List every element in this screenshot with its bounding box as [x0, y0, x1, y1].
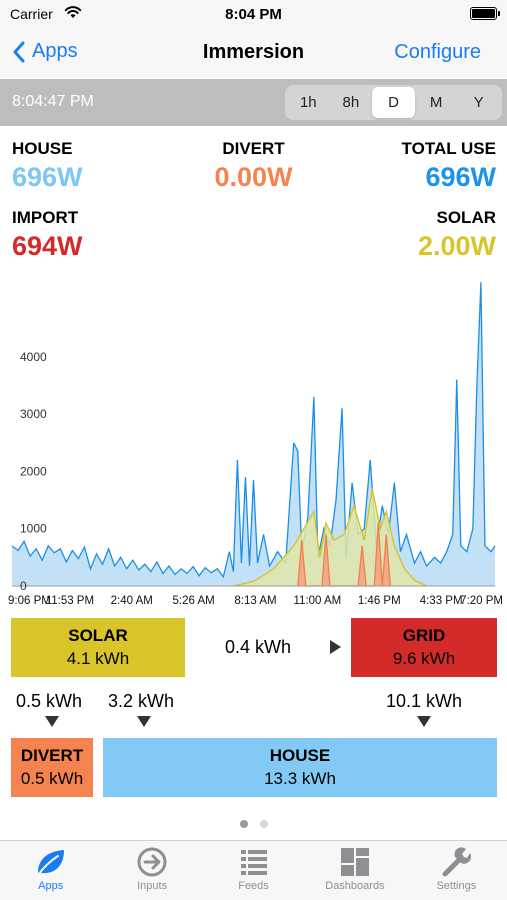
clock: 8:04 PM — [225, 6, 282, 23]
x-tick-label: 4:33 PM — [420, 595, 463, 607]
summary-divert-value: 0.5 kWh — [20, 769, 84, 788]
arrow-down-icon — [45, 716, 59, 727]
status-bar: Carrier 8:04 PM — [0, 0, 507, 30]
battery-icon — [470, 7, 500, 20]
stat-total-use-value: 696W — [425, 162, 496, 192]
stat-total-use: TOTAL USE 696W — [402, 139, 496, 193]
arrow-right-icon — [330, 640, 341, 654]
arrow-right-circle-icon — [137, 847, 167, 877]
current-time: 8:04:47 PM — [12, 93, 94, 110]
tab-dashboards[interactable]: Dashboards — [304, 841, 405, 900]
stat-import: IMPORT 694W — [12, 208, 83, 262]
flow-solar-to-grid: 0.4 kWh — [225, 637, 292, 657]
arrow-down-icon — [137, 716, 151, 727]
summary-solar-box: SOLAR 4.1 kWh — [11, 618, 185, 677]
tab-settings[interactable]: Settings — [406, 841, 507, 900]
stat-house-value: 696W — [12, 162, 83, 192]
leaf-icon — [36, 850, 64, 876]
tab-inputs-label: Inputs — [137, 880, 168, 892]
y-tick-label: 2000 — [20, 464, 47, 478]
wrench-icon — [442, 847, 472, 877]
tab-inputs[interactable]: Inputs — [101, 841, 202, 900]
flow-grid-to-house: 10.1 kWh — [386, 691, 463, 711]
series-line-house — [11, 282, 496, 579]
stat-house: HOUSE 696W — [12, 139, 83, 193]
navigation-bar: Apps Immersion Configure — [0, 30, 507, 78]
summary-solar-title: SOLAR — [68, 626, 128, 645]
range-option-1h[interactable]: 1h — [299, 94, 317, 111]
stat-divert: DIVERT 0.00W — [0, 139, 507, 193]
x-tick-label: 9:06 PM — [8, 595, 51, 607]
page-dot-active[interactable] — [240, 820, 248, 828]
stat-import-value: 694W — [12, 231, 83, 261]
stat-house-label: HOUSE — [12, 139, 73, 158]
x-tick-label: 5:26 AM — [173, 595, 215, 607]
tab-feeds[interactable]: Feeds — [203, 841, 304, 900]
list-icon — [240, 850, 267, 875]
tab-apps-label: Apps — [38, 880, 64, 892]
summary-grid-value: 9.6 kWh — [392, 649, 456, 668]
x-tick-label: 8:13 AM — [234, 595, 276, 607]
stat-solar: SOLAR 2.00W — [418, 208, 496, 262]
summary-solar-value: 4.1 kWh — [66, 649, 130, 668]
series-area-divert — [297, 522, 391, 586]
configure-button[interactable]: Configure — [394, 41, 481, 63]
range-segmented-control: 1h 8h D M Y — [285, 85, 502, 120]
stat-solar-value: 2.00W — [417, 231, 496, 261]
summary-house-title: HOUSE — [269, 746, 331, 765]
x-tick-label: 11:53 PM — [46, 595, 94, 607]
flow-solar-to-divert: 0.5 kWh — [16, 691, 83, 711]
back-button[interactable]: Apps — [12, 40, 78, 63]
range-option-8h[interactable]: 8h — [342, 94, 360, 111]
stat-solar-label: SOLAR — [436, 208, 497, 227]
dashboard-grid-icon — [340, 848, 369, 876]
summary-divert-box: DIVERT 0.5 kWh — [11, 738, 93, 797]
range-option-year[interactable]: Y — [473, 94, 484, 111]
summary-house-box: HOUSE 13.3 kWh — [103, 738, 497, 797]
tab-feeds-label: Feeds — [238, 880, 269, 892]
summary-grid-title: GRID — [402, 626, 446, 645]
wifi-icon — [64, 6, 82, 18]
stat-total-use-label: TOTAL USE — [401, 139, 496, 158]
summary-divert-title: DIVERT — [20, 746, 84, 765]
page-dot[interactable] — [260, 820, 268, 828]
series-area-house — [12, 282, 495, 586]
y-tick-label: 3000 — [20, 407, 47, 421]
tab-bar: Apps Inputs Feeds Dashboards Settings — [0, 840, 507, 900]
tab-dashboards-label: Dashboards — [325, 880, 385, 892]
stat-divert-value: 0.00W — [214, 162, 293, 192]
summary-grid-box: GRID 9.6 kWh — [351, 618, 497, 677]
back-label: Apps — [32, 40, 78, 62]
range-option-day[interactable]: D — [372, 87, 415, 118]
summary-house-value: 13.3 kWh — [264, 769, 336, 788]
x-tick-label: 2:40 AM — [111, 595, 153, 607]
time-range-bar: 8:04:47 PM 1h 8h D M Y — [0, 79, 507, 126]
arrow-down-icon — [417, 716, 431, 727]
stat-divert-label: DIVERT — [222, 139, 285, 158]
chevron-left-icon — [13, 41, 25, 62]
y-tick-label: 4000 — [20, 350, 47, 364]
carrier-label: Carrier — [10, 6, 53, 22]
y-tick-label: 0 — [20, 579, 27, 593]
x-tick-label: 11:00 AM — [294, 595, 342, 607]
x-tick-label: 7:20 PM — [460, 595, 503, 607]
tab-settings-label: Settings — [436, 880, 477, 892]
x-tick-label: 1:46 PM — [358, 595, 401, 607]
series-line-solar — [233, 488, 427, 587]
range-option-month[interactable]: M — [429, 94, 443, 111]
stat-import-label: IMPORT — [12, 208, 79, 227]
page-title: Immersion — [202, 41, 305, 63]
flow-solar-to-house: 3.2 kWh — [108, 691, 175, 711]
tab-apps[interactable]: Apps — [0, 841, 101, 900]
y-tick-label: 1000 — [20, 522, 47, 536]
